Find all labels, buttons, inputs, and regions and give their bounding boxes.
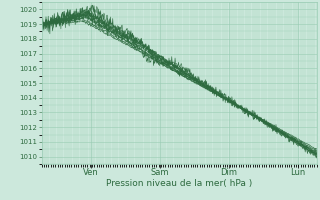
X-axis label: Pression niveau de la mer( hPa ): Pression niveau de la mer( hPa ) (106, 179, 252, 188)
